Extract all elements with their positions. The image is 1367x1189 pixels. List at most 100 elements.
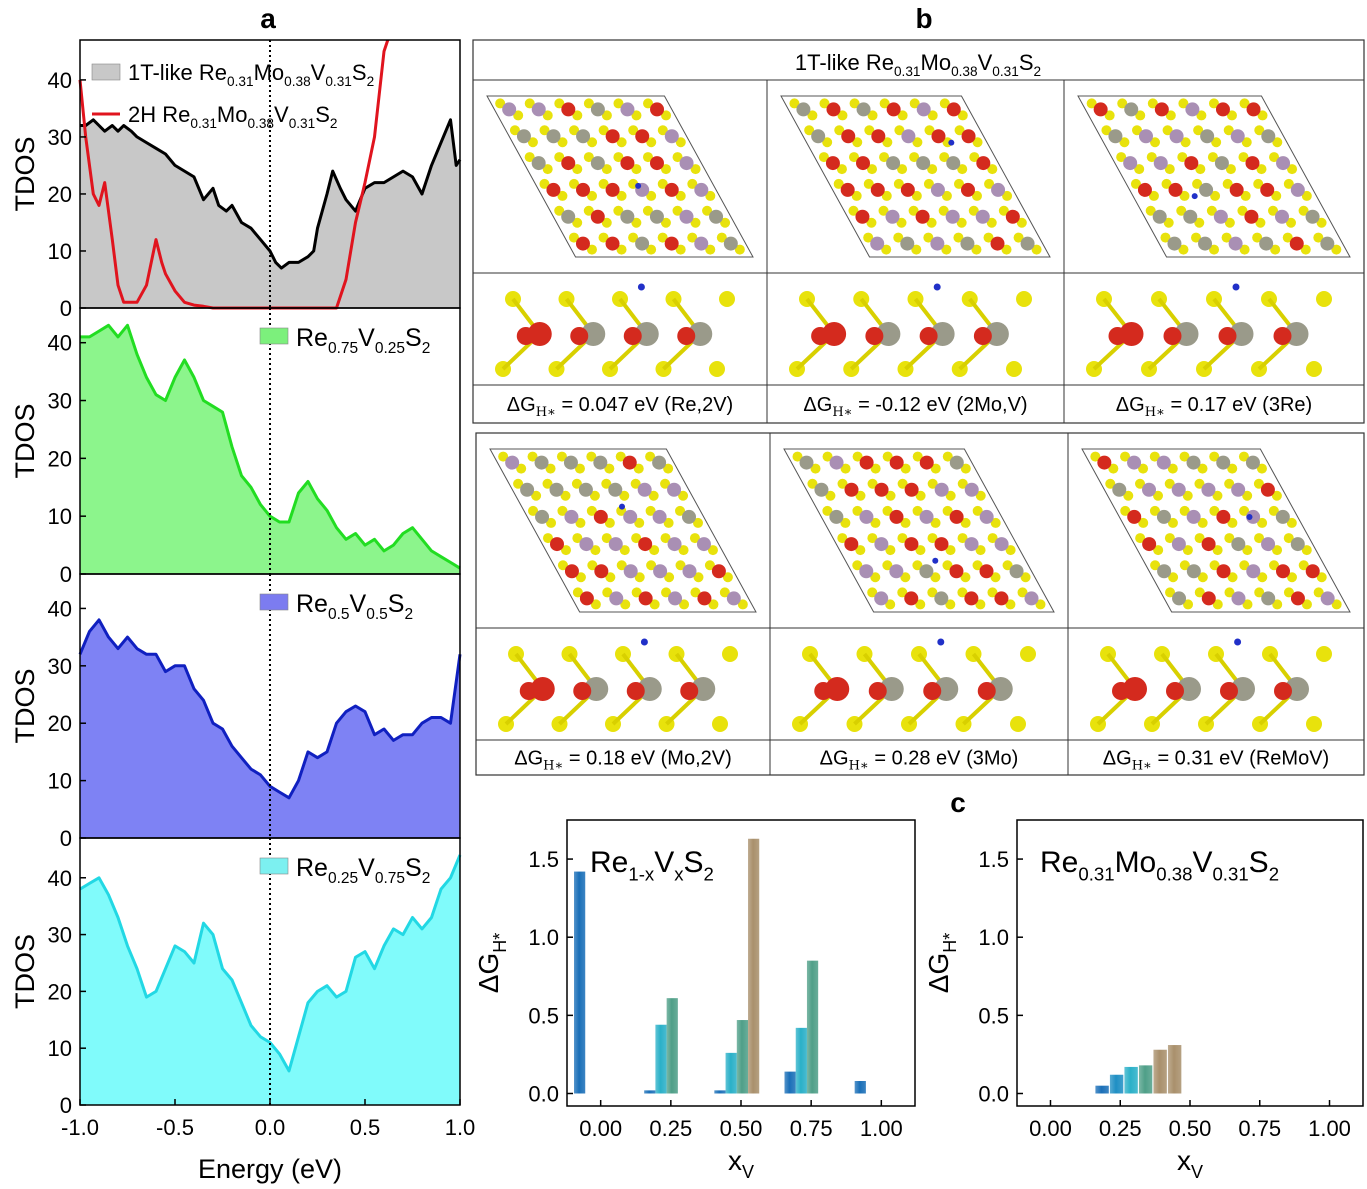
sulfur-atom bbox=[972, 137, 983, 148]
sulfur-atom bbox=[851, 190, 862, 201]
sulfur-atom bbox=[1016, 217, 1027, 228]
tdos-xtick-label: 0.0 bbox=[255, 1115, 286, 1140]
sulfur-atom bbox=[1135, 110, 1146, 121]
sulfur-atom bbox=[1134, 164, 1145, 175]
tdos-ytick-label: 10 bbox=[48, 504, 72, 529]
sulfur-atom bbox=[693, 517, 704, 528]
sulfur-atom bbox=[619, 545, 630, 556]
sulfur-atom bbox=[1132, 125, 1142, 136]
sulfur-atom bbox=[1316, 572, 1327, 583]
sulfur-atom bbox=[927, 110, 938, 121]
sulfur-atom bbox=[660, 533, 671, 544]
sulfur-atom bbox=[987, 587, 998, 598]
metal-atom bbox=[1246, 564, 1261, 579]
sulfur-atom bbox=[975, 490, 986, 501]
panel-letter-c: c bbox=[950, 787, 966, 818]
sulfur-atom bbox=[1002, 560, 1013, 571]
sulfur-atom bbox=[1298, 205, 1309, 216]
tdos-area-1-1 bbox=[80, 119, 460, 308]
sulfur-atom bbox=[601, 164, 612, 175]
metal-atom bbox=[1290, 182, 1305, 197]
sulfur-atom bbox=[646, 137, 657, 148]
metal-atom bbox=[1216, 509, 1231, 524]
metal-atom bbox=[1186, 455, 1201, 470]
metal-atom bbox=[829, 455, 844, 470]
sulfur-atom bbox=[822, 137, 833, 148]
sulfur-atom bbox=[1331, 244, 1342, 255]
sulfur-atom bbox=[836, 164, 847, 175]
sulfur-atom bbox=[1270, 244, 1281, 255]
metal-atom bbox=[1213, 209, 1228, 224]
sulfur-atom bbox=[601, 478, 612, 489]
metal-atom bbox=[1112, 682, 1130, 700]
sulfur-atom bbox=[1283, 587, 1294, 598]
delta-g-caption: ΔGH∗ = 0.28 eV (3Mo) bbox=[820, 748, 1019, 774]
metal-atom bbox=[1273, 327, 1292, 345]
metal-atom bbox=[856, 102, 871, 117]
metal-atom bbox=[679, 209, 694, 224]
sulfur-atom bbox=[960, 517, 971, 528]
sulfur-atom bbox=[819, 98, 830, 109]
metal-atom bbox=[1289, 236, 1304, 251]
unit-cell-outline bbox=[1081, 448, 1351, 613]
metal-atom bbox=[1169, 129, 1184, 144]
sulfur-atom bbox=[1223, 125, 1234, 136]
metal-atom bbox=[620, 102, 635, 117]
sulfur-atom bbox=[704, 560, 715, 571]
sulfur-atom bbox=[1227, 517, 1238, 528]
legend-swatch bbox=[259, 857, 289, 875]
sulfur-atom bbox=[882, 137, 893, 148]
sulfur-atom bbox=[1242, 490, 1253, 501]
sulfur-atom bbox=[882, 451, 893, 462]
sulfur-atom bbox=[1176, 205, 1187, 216]
sulfur-atom bbox=[893, 232, 904, 243]
metal-atom bbox=[677, 327, 696, 345]
bar bbox=[1095, 1085, 1109, 1094]
sulfur-atom bbox=[690, 164, 701, 175]
sulfur-atom bbox=[598, 178, 609, 189]
metal-atom bbox=[694, 236, 709, 251]
sulfur-atom bbox=[1120, 451, 1131, 462]
sulfur-atom bbox=[1282, 232, 1293, 243]
metal-atom bbox=[570, 327, 589, 345]
metal-atom bbox=[874, 482, 889, 497]
sulfur-atom bbox=[1165, 587, 1176, 598]
top-view-structure bbox=[486, 95, 754, 258]
bar-chart-title: Re0.31​Mo0.38​V0.31​S2​ bbox=[1040, 846, 1279, 884]
sulfur-atom bbox=[900, 572, 911, 583]
metal-atom bbox=[1231, 537, 1246, 552]
metal-atom bbox=[1005, 209, 1020, 224]
metal-atom bbox=[1185, 102, 1200, 117]
sulfur-atom bbox=[1164, 164, 1175, 175]
sulfur-atom bbox=[1130, 178, 1141, 189]
sulfur-atom bbox=[1150, 137, 1160, 148]
metal-atom bbox=[826, 102, 841, 117]
sulfur-atom bbox=[1149, 505, 1160, 516]
sulfur-atom bbox=[1268, 505, 1279, 516]
sulfur-atom bbox=[583, 152, 594, 163]
tdos-ylabel: TDOS bbox=[10, 136, 40, 211]
side-view-structure bbox=[1090, 638, 1332, 732]
top-view-structure bbox=[780, 95, 1051, 258]
metal-atom bbox=[1123, 156, 1138, 171]
metal-atom bbox=[1261, 537, 1276, 552]
sulfur-atom bbox=[524, 152, 535, 163]
sulfur-atom bbox=[897, 110, 908, 121]
metal-atom bbox=[1152, 209, 1167, 224]
metal-atom bbox=[609, 591, 624, 606]
sulfur-atom bbox=[945, 599, 956, 610]
sulfur-atom bbox=[601, 110, 612, 121]
panel-letter-b: b bbox=[915, 3, 932, 34]
metal-atom bbox=[652, 509, 667, 524]
metal-atom bbox=[667, 482, 682, 497]
sulfur-atom bbox=[807, 478, 818, 489]
metal-atom bbox=[697, 591, 712, 606]
metal-atom bbox=[579, 591, 594, 606]
metal-atom bbox=[934, 591, 949, 606]
sulfur-atom bbox=[960, 572, 971, 583]
tdos-panel-3: 0 10 20 30 40 TDOS Re0.5​V0.5​S2​ bbox=[10, 573, 462, 851]
sulfur-atom bbox=[909, 98, 920, 109]
sulfur-atom bbox=[1257, 517, 1268, 528]
sulfur-atom bbox=[524, 98, 535, 109]
sulfur-atom bbox=[568, 232, 579, 243]
